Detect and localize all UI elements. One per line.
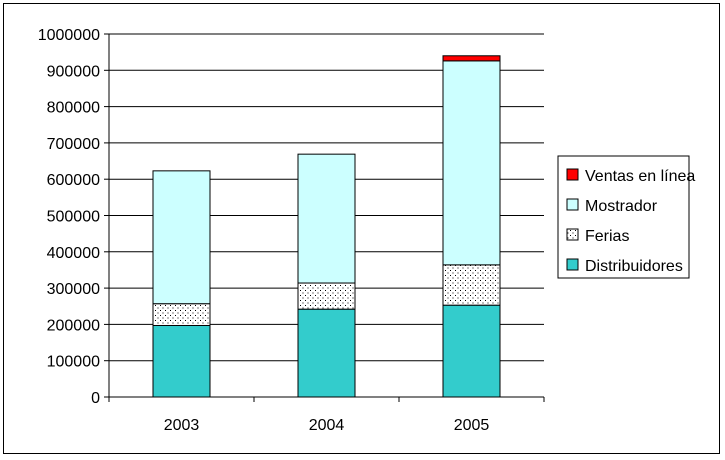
- bar-distribuidores-2003: [152, 324, 211, 398]
- y-tick-label: 1000000: [38, 27, 100, 44]
- legend-swatch-distribuidores: [566, 258, 579, 271]
- y-tick-label: 700000: [47, 136, 100, 153]
- y-tick-label: 600000: [47, 172, 100, 189]
- y-tick-label: 200000: [47, 317, 100, 334]
- bar-distribuidores-2004: [297, 308, 356, 398]
- y-tick-label: 100000: [47, 354, 100, 371]
- y-tick-label: 900000: [47, 63, 100, 80]
- legend-swatch-ventas-en-l-nea: [566, 168, 579, 181]
- bar-ferias-2005: [442, 264, 501, 306]
- bar-mostrador-2003: [152, 170, 211, 305]
- legend-label-ferias: Ferias: [585, 228, 629, 245]
- y-tick-label: 800000: [47, 100, 100, 117]
- chart-frame: 0 100000 200000 300000 400000 500000 600000 700…: [3, 3, 720, 454]
- legend: Ventas en línea Mostrador Ferias Distribuid…: [557, 155, 695, 279]
- x-tick-label: 2005: [454, 417, 490, 434]
- legend-label-distribuidores: Distribuidores: [585, 258, 683, 275]
- x-tick-label: 2004: [309, 417, 345, 434]
- y-tick-label: 500000: [47, 209, 100, 226]
- legend-label-ventas-en-l-nea: Ventas en línea: [585, 168, 695, 185]
- bar-ferias-2004: [297, 282, 356, 310]
- x-tick-label: 2003: [164, 417, 200, 434]
- bar-mostrador-2005: [442, 60, 501, 266]
- bar-ventas-en-l-nea-2005: [442, 55, 501, 62]
- stacked-bar-chart: 0 100000 200000 300000 400000 500000 600000 700…: [38, 27, 696, 434]
- bars: [152, 55, 501, 398]
- legend-label-mostrador: Mostrador: [585, 198, 658, 215]
- y-tick-label: 400000: [47, 245, 100, 262]
- axes: 0 100000 200000 300000 400000 500000 600000 700…: [38, 27, 545, 434]
- legend-swatch-mostrador: [566, 198, 579, 211]
- bar-mostrador-2004: [297, 153, 356, 284]
- legend-box: [557, 155, 690, 279]
- bar-ferias-2003: [152, 303, 211, 326]
- legend-swatch-ferias: [566, 228, 579, 241]
- y-tick-label: 0: [91, 390, 100, 407]
- bar-distribuidores-2005: [442, 304, 501, 398]
- y-tick-label: 300000: [47, 281, 100, 298]
